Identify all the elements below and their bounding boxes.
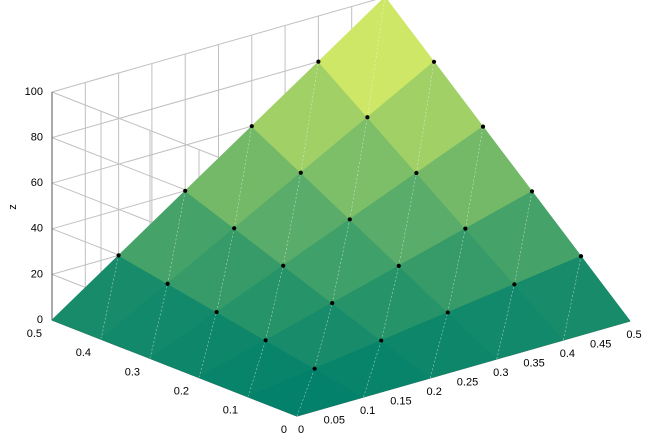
x-tick-label: 0.5 bbox=[626, 329, 641, 341]
surface-edge bbox=[314, 303, 333, 369]
data-point bbox=[529, 189, 535, 194]
surface-edge bbox=[149, 283, 168, 359]
surface-edge bbox=[367, 0, 385, 118]
x-tick-label: 0.35 bbox=[523, 357, 544, 369]
surface-edge bbox=[349, 117, 368, 220]
data-point bbox=[365, 115, 370, 120]
surface-edge bbox=[430, 312, 448, 379]
data-point bbox=[379, 338, 384, 343]
data-point bbox=[330, 301, 335, 306]
z-axis-label: z bbox=[7, 204, 19, 210]
x-tick-label: 0.4 bbox=[560, 348, 575, 360]
x-tick-label: 0.3 bbox=[493, 367, 508, 379]
data-point bbox=[431, 59, 437, 64]
z-tick-label: 100 bbox=[25, 86, 43, 98]
surface-edge bbox=[465, 126, 484, 229]
surface-edge bbox=[416, 61, 435, 173]
data-point bbox=[578, 254, 584, 259]
surface-edge bbox=[198, 311, 217, 378]
x-tick-label: 0.45 bbox=[590, 338, 611, 350]
data-point bbox=[512, 282, 517, 287]
data-point bbox=[414, 170, 419, 176]
data-point bbox=[249, 124, 254, 129]
x-tick-label: 0.15 bbox=[390, 395, 411, 407]
y-tick-label: 0 bbox=[281, 424, 287, 436]
z-tick-label: 0 bbox=[37, 314, 43, 326]
data-point bbox=[445, 310, 450, 315]
surface-edge bbox=[296, 368, 315, 417]
surface-edge bbox=[265, 265, 284, 341]
surface-markers bbox=[116, 59, 584, 371]
y-tick-label: 0.1 bbox=[223, 405, 238, 417]
data-point bbox=[263, 338, 268, 343]
data-point bbox=[183, 188, 188, 193]
x-tick-label: 0.1 bbox=[360, 405, 375, 417]
y-tick-label: 0.3 bbox=[125, 366, 140, 378]
data-point bbox=[463, 226, 468, 231]
y-tick-label: 0.5 bbox=[27, 328, 42, 340]
data-point bbox=[281, 263, 286, 268]
data-point bbox=[316, 59, 321, 64]
x-tick-label: 0.25 bbox=[457, 376, 478, 388]
x-tick-label: 0.05 bbox=[324, 414, 345, 426]
surface-edge bbox=[300, 61, 319, 173]
y-tick-label: 0.4 bbox=[76, 347, 91, 359]
surface-edge bbox=[381, 265, 399, 341]
surface-edge bbox=[363, 340, 382, 398]
y-tick-label: 0.2 bbox=[174, 386, 189, 398]
surface-edge bbox=[234, 126, 252, 229]
surface bbox=[51, 0, 631, 417]
data-point bbox=[232, 226, 237, 231]
x-tick-label: 0.2 bbox=[427, 386, 442, 398]
data-point bbox=[214, 309, 219, 315]
data-point bbox=[312, 366, 317, 371]
z-tick-label: 60 bbox=[31, 177, 43, 189]
data-point bbox=[396, 263, 401, 268]
z-tick-label: 40 bbox=[31, 223, 43, 235]
data-point bbox=[298, 170, 303, 175]
z-tick-label: 20 bbox=[31, 268, 43, 280]
data-point bbox=[347, 217, 352, 222]
data-point bbox=[165, 281, 170, 286]
surface-edge bbox=[247, 340, 266, 397]
data-point bbox=[116, 253, 121, 258]
z-tick-label: 80 bbox=[31, 132, 43, 144]
gridline bbox=[51, 0, 377, 93]
x-tick-label: 0 bbox=[298, 424, 304, 436]
data-point bbox=[480, 124, 486, 129]
tick-labels: 0 20 40 60 80 100 0 0.05 0.1 0.15 0.2 0.25 0.3 0.35 0.… bbox=[25, 86, 642, 436]
surface-edge bbox=[496, 284, 515, 360]
